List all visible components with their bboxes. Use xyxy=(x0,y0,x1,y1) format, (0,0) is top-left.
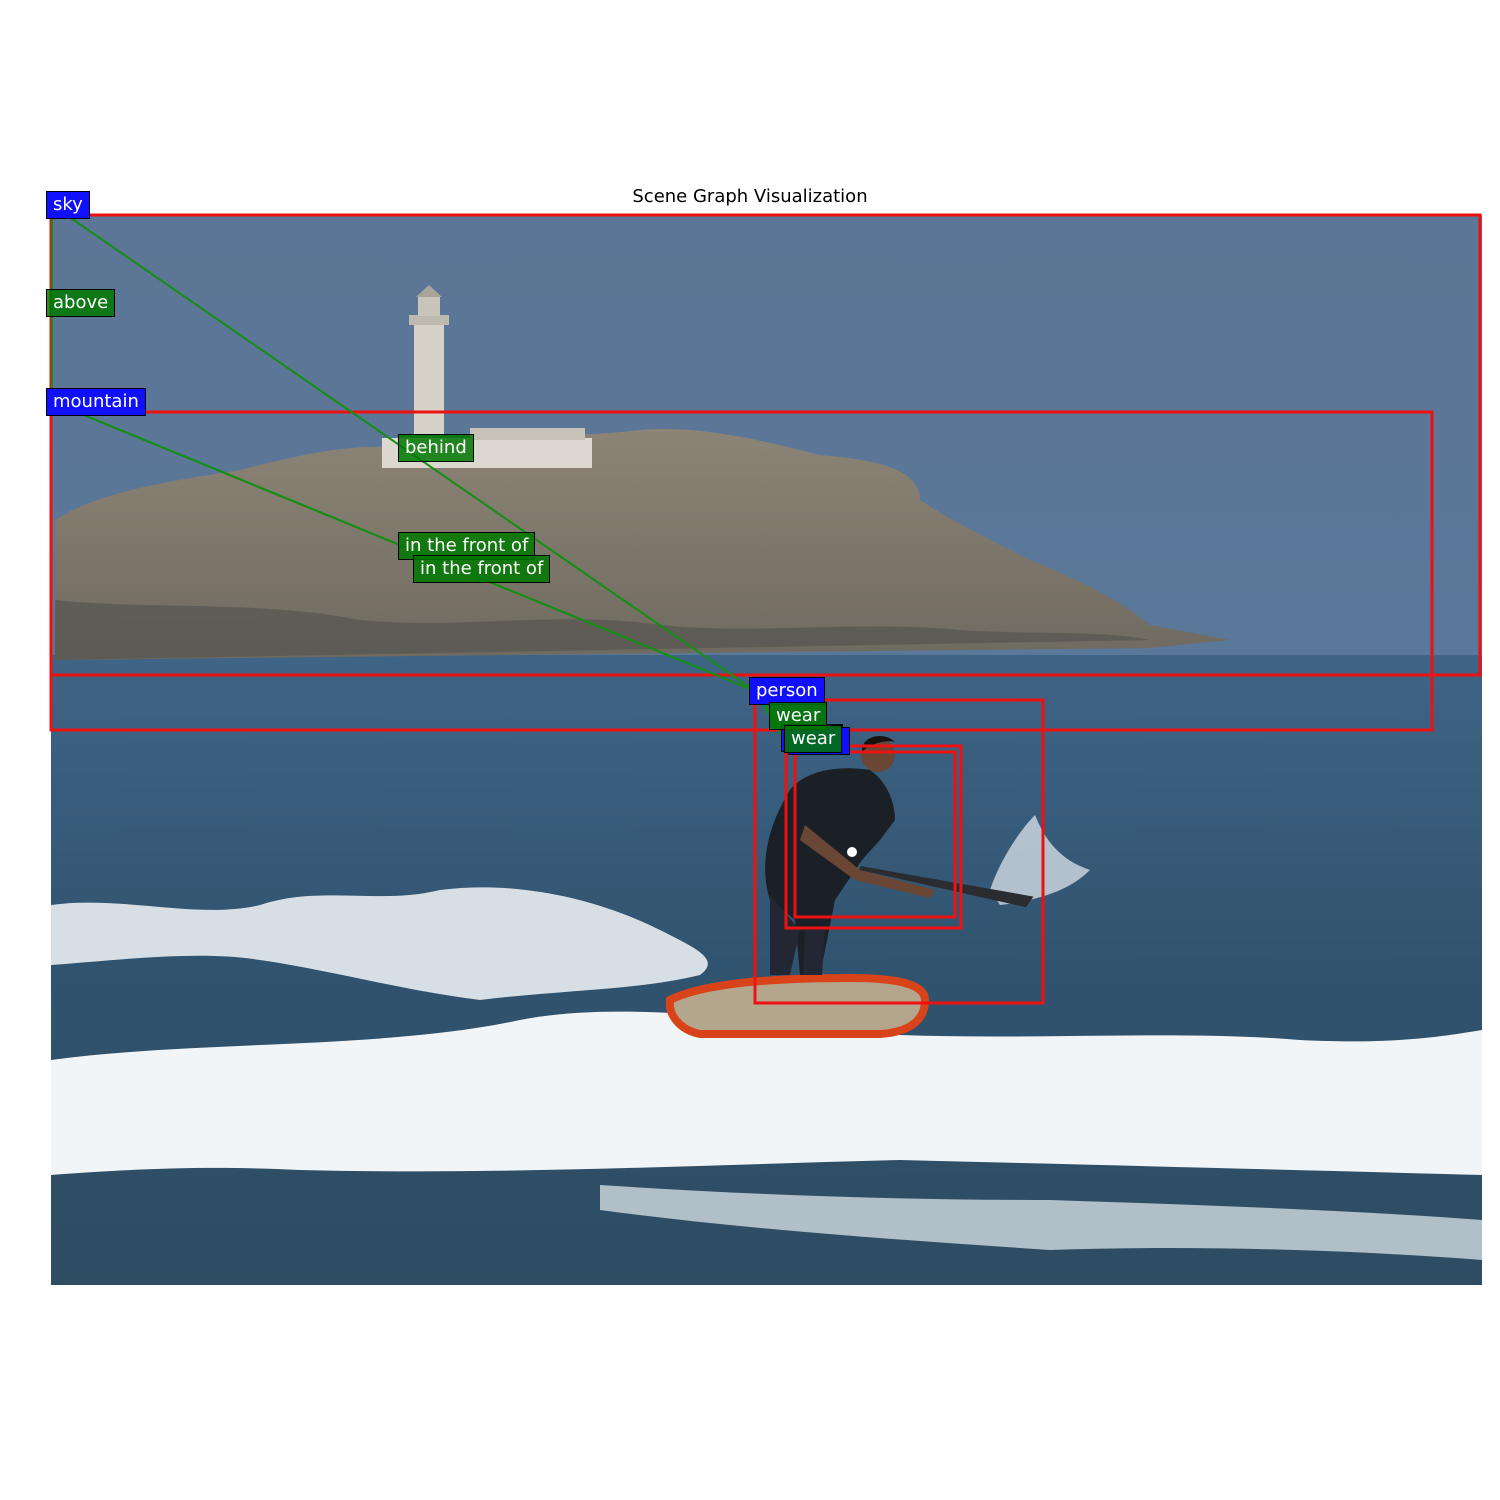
bbox-wetsuit-2 xyxy=(793,750,957,919)
relation-label-5: wear xyxy=(784,725,843,753)
bbox-wetsuit-1 xyxy=(784,744,963,930)
object-label-mountain: mountain xyxy=(46,388,146,416)
bbox-person xyxy=(753,698,1045,1005)
lighthouse-gallery xyxy=(409,315,449,325)
relation-label-3: in the front of xyxy=(413,555,551,583)
surfer-legs xyxy=(770,895,825,975)
island-shadow xyxy=(55,600,1150,660)
sea-region xyxy=(51,655,1482,1285)
island-rocks xyxy=(55,429,1230,660)
surfer-arm xyxy=(800,825,935,898)
wave-crest-1 xyxy=(51,887,708,1000)
wave-crest-2 xyxy=(51,1011,1482,1175)
object-label-sky: sky xyxy=(46,191,90,219)
surfer-hair xyxy=(862,736,895,752)
paddleboard xyxy=(665,973,930,1038)
wristwatch xyxy=(847,847,857,857)
lighthouse-tower xyxy=(414,322,444,434)
object-label-person: person xyxy=(749,677,825,705)
relation-label-1: behind xyxy=(398,434,474,462)
relation-label-4: wear xyxy=(769,702,828,730)
keeper-house-roof xyxy=(470,428,585,440)
paddle xyxy=(859,866,1034,908)
bounding-boxes xyxy=(49,213,1482,1005)
relation-label-0: above xyxy=(46,289,116,317)
surfer-body xyxy=(765,768,895,975)
lighthouse-lantern xyxy=(418,296,440,316)
splash xyxy=(990,815,1090,905)
figure-title: Scene Graph Visualization xyxy=(632,186,868,207)
wave-crest-3 xyxy=(600,1185,1482,1260)
lighthouse-roof xyxy=(416,285,442,297)
bbox-mountain xyxy=(49,410,1434,732)
